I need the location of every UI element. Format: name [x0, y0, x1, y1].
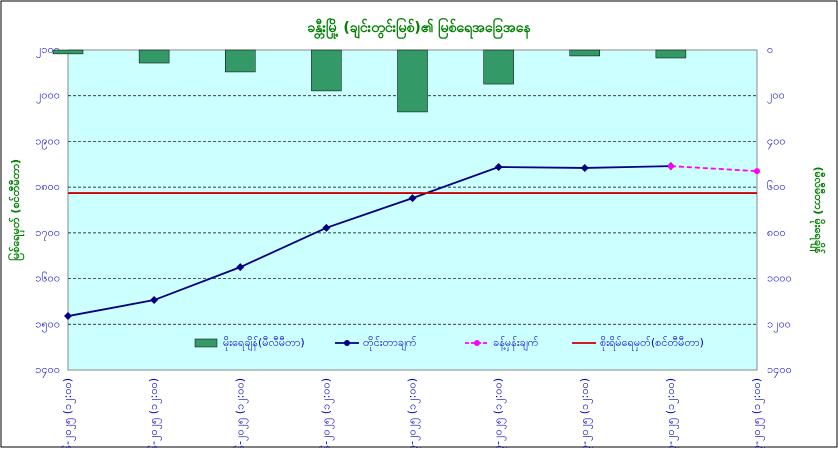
x-tick-label: ၂၉-၆-၂၀၂၅ (၁၂:၀၀): [233, 378, 248, 448]
line: [670, 165, 758, 173]
x-tick-label: ၁-၇-၂၀၂၅ (၁၂:၀၀): [406, 378, 421, 448]
x-tick-label: ၅-၇-၂၀၂၅ (၁၂:၀၀): [750, 378, 765, 448]
y-tick-label: ၁၅၀၀: [35, 317, 60, 332]
legend-marker: [344, 340, 350, 346]
legend-label: တိုင်းတာချက်: [363, 336, 417, 351]
bar: [655, 49, 687, 59]
y2-tick-label: ၂၀၀: [767, 89, 785, 104]
y-tick-label: ၁၇၀၀: [35, 226, 60, 241]
point: [322, 223, 331, 232]
y2-tick-label: ၀: [767, 43, 773, 56]
bar: [483, 49, 514, 85]
y-tick-label: ၂၁၀၀: [36, 43, 60, 58]
point: [667, 163, 674, 170]
bar: [138, 49, 170, 64]
y-tick-label: ၁၄၀၀: [35, 363, 60, 378]
line: [67, 165, 671, 317]
y-tick-label: ၂၀၀၀: [36, 89, 60, 104]
legend-label: ခန့်မှန်းချက်: [493, 336, 539, 351]
y-axis-label: မြစ်ရေမှတ် (စင်တီမီတာ): [7, 159, 25, 261]
x-tick-label: ၂-၇-၂၀၂၅ (၁၂:၀၀): [492, 378, 507, 448]
x-tick-label: ၂၈-၆-၂၀၂၅ (၁၂:၀၀): [147, 378, 162, 448]
y-tick-label: ၁၆၀၀: [35, 272, 60, 285]
y2-tick-label: ၈၀၀: [767, 226, 786, 239]
chart-title: ခန္တီးမြို့ (ချင်းတွင်းမြစ်)၏ မြစ်ရေအခြေ…: [307, 18, 531, 39]
y-tick-label: ၁၉၀၀: [35, 134, 60, 149]
x-tick-label: ၃-၇-၂၀၂၅ (၁၂:၀၀): [578, 378, 593, 448]
x-tick-label: ၄-၇-၂၀၂၅ (၁၂:၀၀): [664, 378, 679, 448]
legend-label: စိုးရိမ်ရေမှတ်(စင်တီမီတာ): [600, 336, 704, 351]
y2-tick-label: ၁၄၀၀: [767, 363, 792, 378]
point: [64, 312, 72, 321]
y-tick-label: ၁၈၀၀: [35, 180, 60, 193]
point: [754, 168, 760, 175]
point: [580, 163, 589, 172]
y2-tick-label: ၄၀၀: [767, 134, 786, 149]
x-tick-label: ၂၇-၆-၂၀၂၅ (၁၂:၀၀): [61, 378, 76, 448]
point: [408, 194, 417, 203]
legend-marker: [474, 340, 480, 346]
bar: [569, 49, 600, 57]
bar: [225, 49, 256, 73]
bar: [52, 49, 84, 55]
point: [494, 163, 503, 172]
y2-tick-label: ၆၀၀: [767, 180, 786, 193]
point: [150, 296, 159, 305]
x-tick-label: ၃၀-၆-၂၀၂၅ (၁၂:၀၀): [319, 378, 334, 448]
bar: [311, 49, 342, 92]
legend-swatch: [194, 338, 218, 348]
y2-tick-label: ၁၀၀၀: [767, 272, 792, 285]
legend-label: မိုးရေချိန်(မီလီမီတာ): [223, 336, 305, 351]
point: [236, 263, 245, 272]
y2-tick-label: ၁၂၀၀: [767, 317, 791, 332]
bar: [397, 49, 428, 113]
y2-axis-label: (မီလီမီတာ) မိုးရေချိန်: [809, 167, 826, 255]
